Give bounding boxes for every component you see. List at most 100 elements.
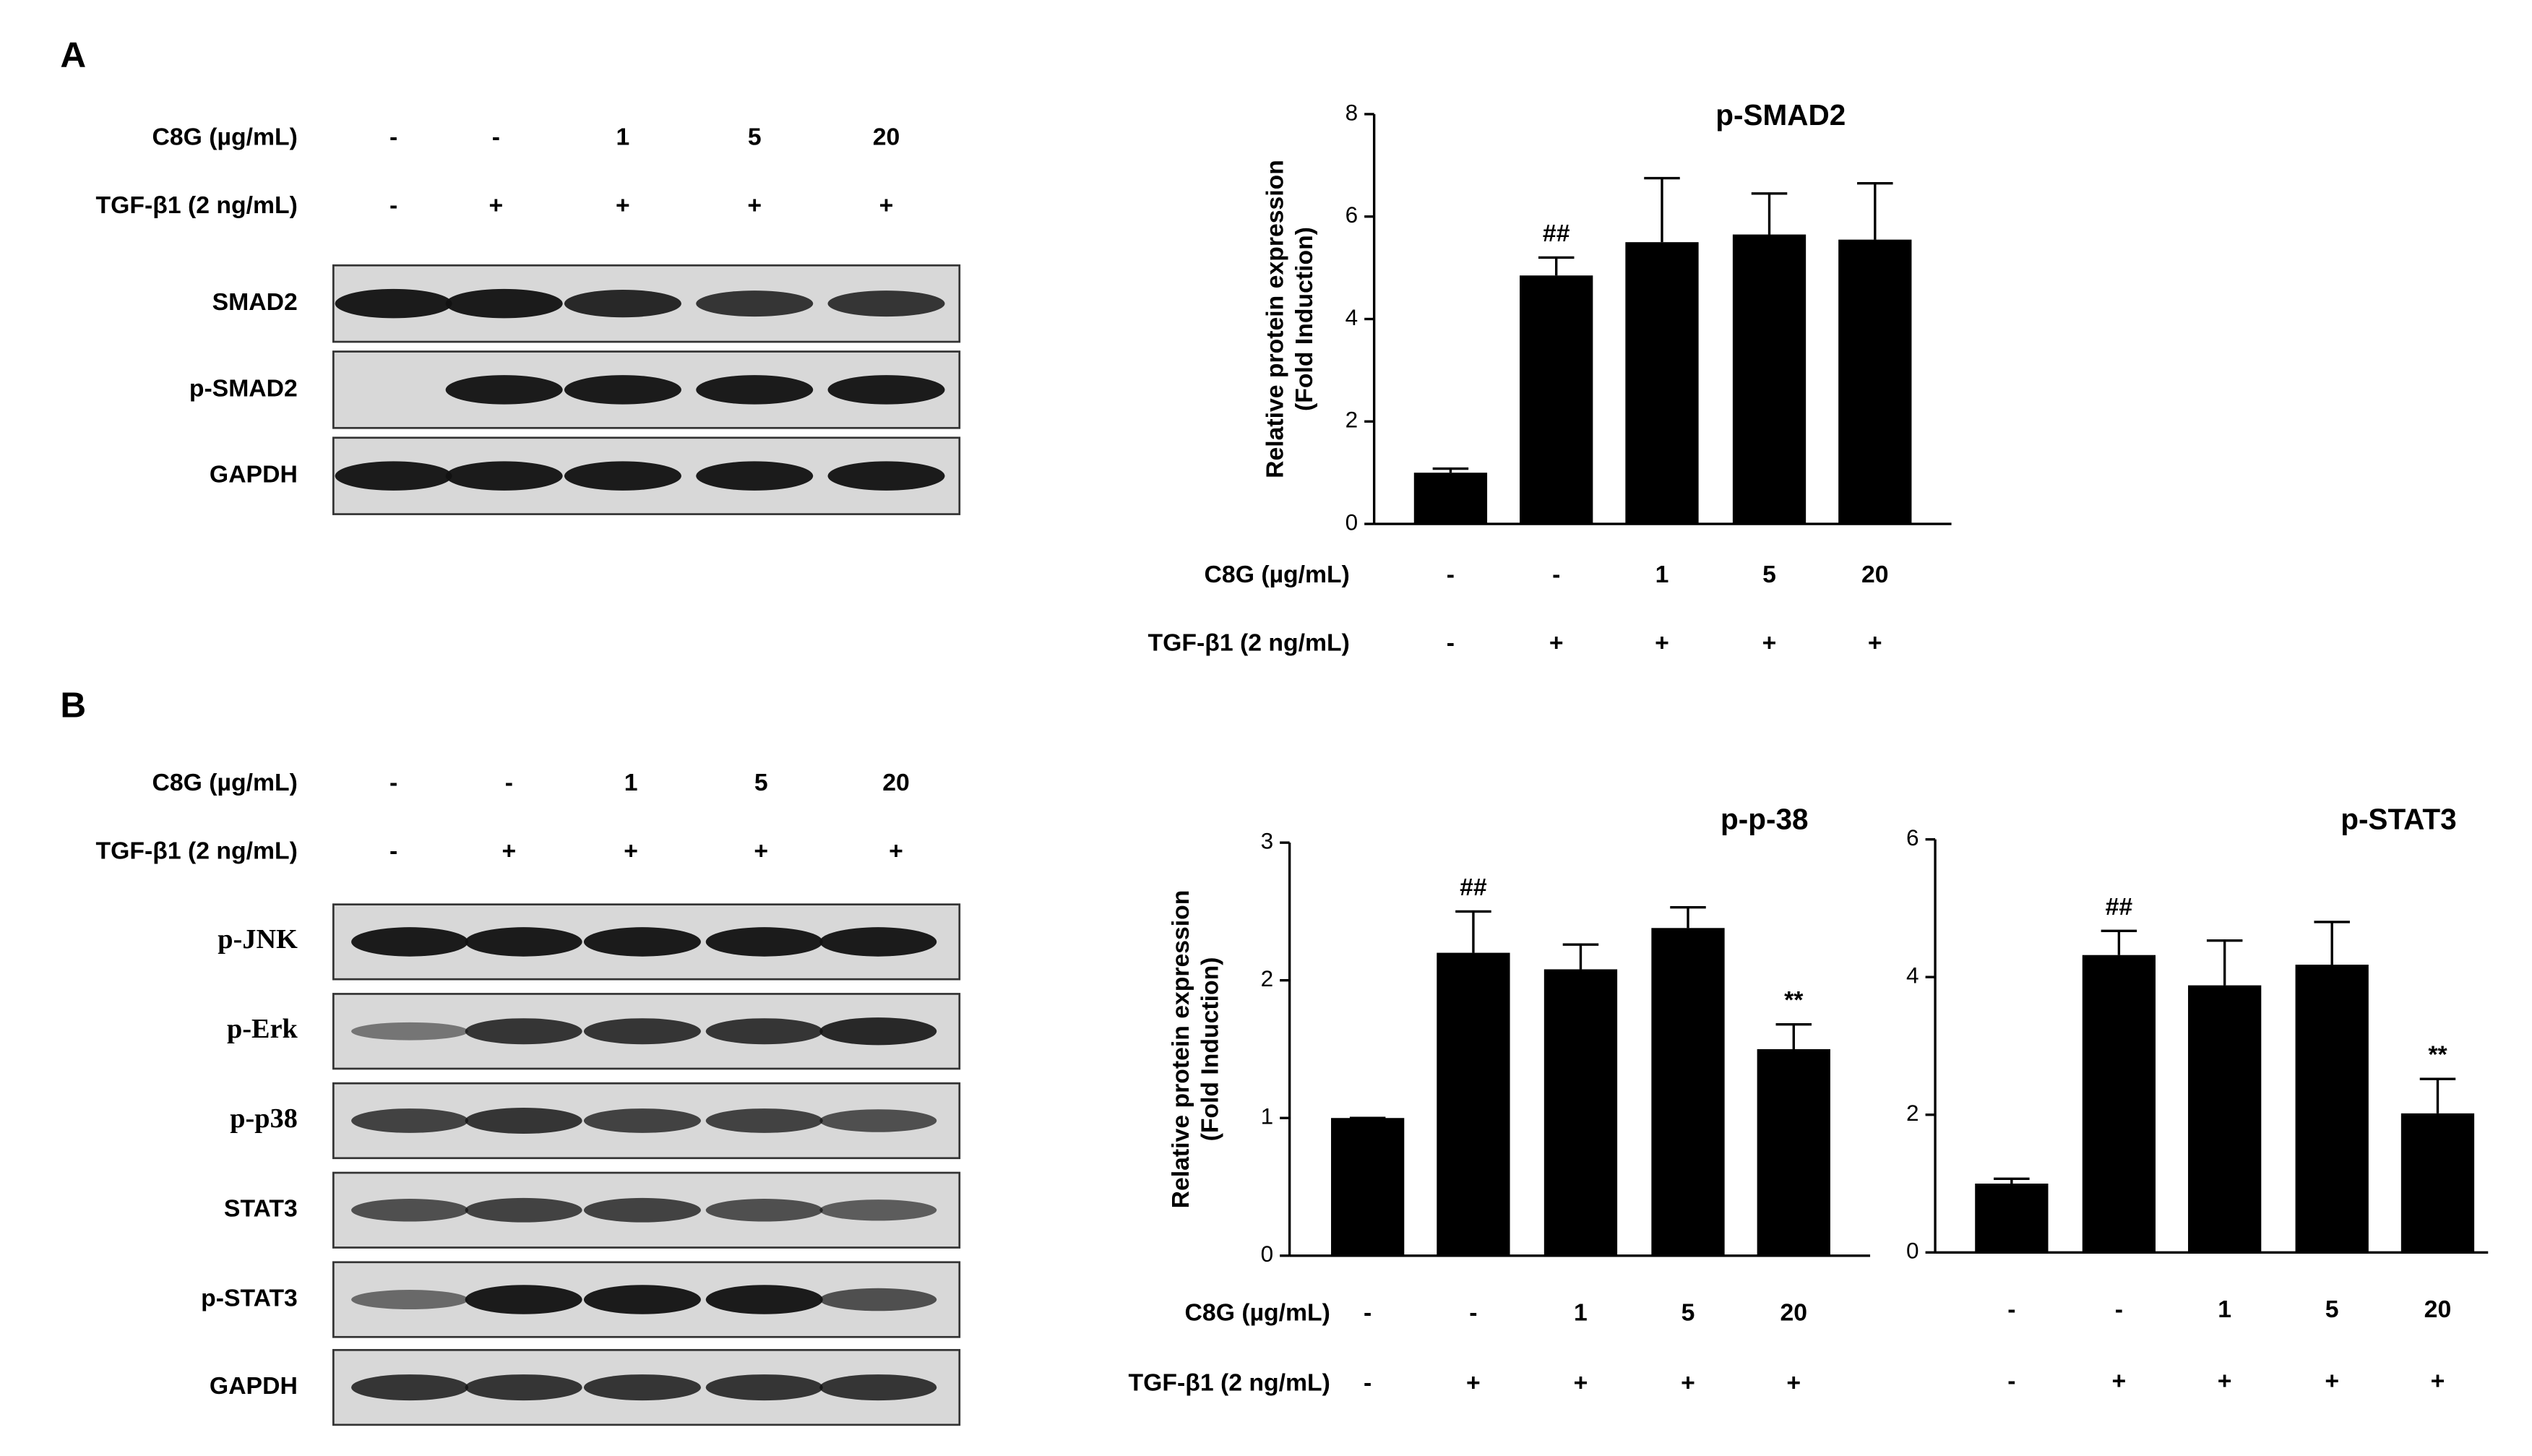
blot-band xyxy=(564,375,681,405)
blot-band xyxy=(351,1108,469,1133)
bar xyxy=(1838,239,1912,525)
condition-value: 20 xyxy=(1861,561,1889,588)
bar xyxy=(1437,952,1510,1256)
condition-value: - xyxy=(1364,1299,1372,1327)
condition-value: 1 xyxy=(616,124,630,151)
blot-band xyxy=(564,461,681,491)
blot-band xyxy=(583,1108,701,1133)
condition-label: C8G (µg/mL) xyxy=(1205,561,1350,588)
significance-marker: ## xyxy=(1460,874,1487,901)
y-tick-label: 0 xyxy=(1906,1238,1919,1264)
condition-label: TGF-β1 (2 ng/mL) xyxy=(1129,1369,1330,1396)
bar xyxy=(2082,955,2156,1253)
condition-value: - xyxy=(1447,629,1455,657)
blot-label: p-JNK xyxy=(218,924,298,955)
bar xyxy=(1975,1184,2049,1253)
blot-band xyxy=(819,1017,937,1046)
blot-label: p-Erk xyxy=(227,1014,298,1044)
condition-value: 1 xyxy=(624,769,638,796)
blot-band xyxy=(705,1018,823,1045)
blot-band xyxy=(583,1285,701,1314)
bar xyxy=(1625,242,1699,525)
blot-band xyxy=(696,375,814,405)
condition-label: C8G (µg/mL) xyxy=(152,769,298,796)
blot-band xyxy=(445,375,563,405)
condition-value: + xyxy=(624,837,638,865)
blot-label: p-SMAD2 xyxy=(189,374,298,402)
y-tick-label: 3 xyxy=(1261,827,1274,853)
blot-band xyxy=(465,927,582,957)
blot-label: GAPDH xyxy=(210,461,298,488)
blot-band xyxy=(696,290,814,317)
condition-value: - xyxy=(2007,1296,2015,1323)
condition-value: + xyxy=(1549,629,1564,657)
chart-title: p-STAT3 xyxy=(2341,803,2456,836)
condition-value: + xyxy=(889,837,903,865)
blot-band xyxy=(819,927,937,957)
blot-band xyxy=(335,288,452,319)
blot-band xyxy=(827,375,945,405)
blot-label: GAPDH xyxy=(210,1372,298,1400)
y-tick-label: 8 xyxy=(1345,99,1358,125)
condition-value: - xyxy=(2007,1367,2015,1395)
condition-label: C8G (µg/mL) xyxy=(152,124,298,151)
blot-band xyxy=(465,1374,582,1401)
y-tick-label: 4 xyxy=(1345,304,1358,330)
blot-band xyxy=(819,1199,937,1221)
blot-band xyxy=(465,1018,582,1045)
condition-value: + xyxy=(1762,629,1777,657)
y-axis-label: (Fold Induction) xyxy=(1291,227,1318,411)
blot-band xyxy=(705,1108,823,1133)
blot-band xyxy=(819,1374,937,1401)
chart-title: p-p-38 xyxy=(1721,803,1809,836)
blot-band xyxy=(351,1199,469,1222)
condition-value: + xyxy=(1574,1369,1588,1396)
blot-band xyxy=(827,461,945,491)
condition-value: + xyxy=(1868,629,1882,657)
blot-label: SMAD2 xyxy=(212,288,298,316)
bar xyxy=(1651,928,1725,1256)
blot-band xyxy=(564,289,681,318)
condition-value: + xyxy=(502,837,517,865)
y-tick-label: 2 xyxy=(1345,407,1358,433)
condition-value: + xyxy=(2325,1367,2339,1395)
bar xyxy=(1732,234,1807,525)
blot-band xyxy=(696,461,814,491)
blot-band xyxy=(351,1022,469,1041)
y-tick-label: 0 xyxy=(1261,1241,1274,1267)
y-axis-label: Relative protein expression xyxy=(1262,160,1289,478)
condition-value: - xyxy=(389,124,397,151)
bar xyxy=(2295,965,2369,1253)
blot-band xyxy=(465,1107,582,1134)
blot-band xyxy=(351,1290,469,1310)
condition-value: + xyxy=(754,837,768,865)
significance-marker: ** xyxy=(1784,986,1804,1014)
condition-value: - xyxy=(2115,1296,2123,1323)
chart-title: p-SMAD2 xyxy=(1715,98,1846,132)
blot-band xyxy=(583,1197,701,1223)
y-tick-label: 1 xyxy=(1261,1103,1274,1129)
condition-value: 20 xyxy=(1780,1299,1808,1327)
condition-value: - xyxy=(1552,561,1560,588)
condition-value: 1 xyxy=(1655,561,1669,588)
condition-value: 1 xyxy=(2218,1296,2231,1323)
condition-value: + xyxy=(1466,1369,1481,1396)
blot-band xyxy=(445,288,563,319)
condition-value: - xyxy=(389,769,397,796)
condition-value: 5 xyxy=(2325,1296,2339,1323)
blot-band xyxy=(819,1288,937,1311)
condition-value: - xyxy=(1364,1369,1372,1396)
blot-band xyxy=(583,1018,701,1045)
blot-label: STAT3 xyxy=(224,1195,298,1223)
bar xyxy=(1331,1118,1405,1256)
significance-marker: ## xyxy=(2106,893,2133,921)
condition-value: - xyxy=(505,769,513,796)
condition-value: - xyxy=(492,124,500,151)
condition-label: C8G (µg/mL) xyxy=(1185,1299,1330,1327)
condition-label: TGF-β1 (2 ng/mL) xyxy=(96,191,298,219)
y-tick-label: 6 xyxy=(1906,824,1919,850)
condition-value: 20 xyxy=(2424,1296,2452,1323)
y-tick-label: 4 xyxy=(1906,962,1919,988)
